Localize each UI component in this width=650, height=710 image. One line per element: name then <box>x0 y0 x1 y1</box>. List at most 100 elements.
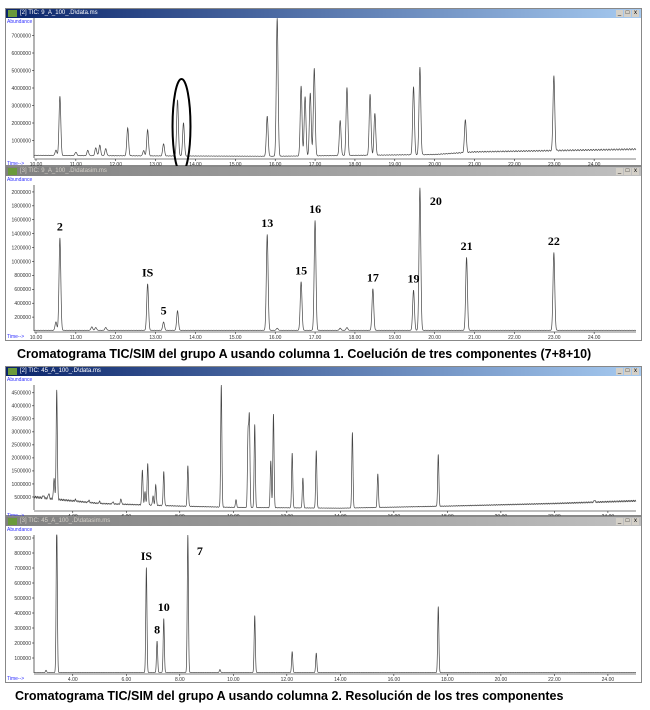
x-tick-label: 22.00 <box>508 335 521 341</box>
window-title-bar[interactable]: [3] TIC: 9_A_100_.D\datasim.ms _ □ x <box>6 167 641 176</box>
y-tick-label: 1500000 <box>12 469 32 475</box>
x-tick-label: 15.00 <box>229 335 242 341</box>
chromatogram-trace <box>33 534 637 673</box>
x-tick-label: 20.00 <box>495 677 508 683</box>
close-button[interactable]: x <box>632 518 639 525</box>
app-icon <box>8 518 17 525</box>
x-tick-label: 12.00 <box>109 335 122 341</box>
peak-label: 21 <box>461 239 473 253</box>
peak-label: 10 <box>158 600 170 614</box>
maximize-button[interactable]: □ <box>624 518 631 525</box>
x-tick-label: 16.00 <box>388 677 401 683</box>
peak-label: 5 <box>161 304 167 318</box>
window-title-bar[interactable]: [2] TIC: 9_A_100_.D\data.ms _ □ x <box>6 9 641 18</box>
y-tick-label: 1600000 <box>12 218 32 224</box>
peak-label: 7 <box>197 544 203 558</box>
window-title: [3] TIC: 45_A_100_.D\datasim.ms <box>20 518 111 524</box>
y-tick-label: 1400000 <box>12 231 32 237</box>
x-axis-label: Time--> <box>7 676 24 682</box>
y-tick-label: 200000 <box>14 641 31 647</box>
window-title-bar[interactable]: [3] TIC: 45_A_100_.D\datasim.ms _ □ x <box>6 517 641 526</box>
minimize-button[interactable]: _ <box>616 518 623 525</box>
y-tick-label: 800000 <box>14 273 31 279</box>
x-tick-label: 24.00 <box>602 677 615 683</box>
x-tick-label: 19.00 <box>389 335 402 341</box>
minimize-button[interactable]: _ <box>616 168 623 175</box>
x-tick-label: 24.00 <box>588 162 601 168</box>
x-tick-label: 12.00 <box>109 162 122 168</box>
x-tick-label: 10.00 <box>227 677 240 683</box>
chromatogram-plot: Abundance Time--> 100000 200000 300000 400000… <box>7 527 637 683</box>
peak-label: 19 <box>408 272 420 286</box>
y-tick-label: 1000000 <box>12 482 32 488</box>
app-icon <box>8 368 17 375</box>
y-tick-label: 4000000 <box>12 404 32 410</box>
chromatogram-window-1[interactable]: [2] TIC: 9_A_100_.D\data.ms _ □ x Abundance T… <box>5 8 642 174</box>
chromatogram-window-3[interactable]: [2] TIC: 45_A_100_.D\data.ms _ □ x Abundance… <box>5 366 642 520</box>
minimize-button[interactable]: _ <box>616 10 623 17</box>
peak-label: 2 <box>57 220 63 234</box>
y-tick-label: 200000 <box>14 315 31 321</box>
maximize-button[interactable]: □ <box>624 168 631 175</box>
x-tick-label: 16.00 <box>269 162 282 168</box>
x-tick-label: 21.00 <box>468 335 481 341</box>
maximize-button[interactable]: □ <box>624 10 631 17</box>
y-tick-label: 400000 <box>14 611 31 617</box>
chromatogram-window-4[interactable]: [3] TIC: 45_A_100_.D\datasim.ms _ □ x Abunda… <box>5 516 642 683</box>
peak-label: 17 <box>367 270 379 284</box>
chromatogram-plot: Abundance Time--> 200000 400000 600000 800000… <box>7 177 637 341</box>
app-icon <box>8 168 17 175</box>
x-tick-label: 21.00 <box>468 162 481 168</box>
chromatogram-window-2[interactable]: [3] TIC: 9_A_100_.D\datasim.ms _ □ x Abundan… <box>5 166 642 341</box>
x-tick-label: 22.00 <box>508 162 521 168</box>
peak-label: 16 <box>309 202 321 216</box>
close-button[interactable]: x <box>632 368 639 375</box>
x-tick-label: 19.00 <box>389 162 402 168</box>
x-axis-label: Time--> <box>7 161 24 167</box>
window-title: [2] TIC: 9_A_100_.D\data.ms <box>20 10 98 16</box>
y-tick-label: 3000000 <box>12 103 32 109</box>
x-tick-label: 6.00 <box>121 677 131 683</box>
x-tick-label: 17.00 <box>309 335 322 341</box>
y-tick-label: 3500000 <box>12 417 32 423</box>
y-tick-label: 800000 <box>14 551 31 557</box>
maximize-button[interactable]: □ <box>624 368 631 375</box>
x-tick-label: 23.00 <box>548 162 561 168</box>
x-tick-label: 14.00 <box>189 335 202 341</box>
y-axis-label: Abundance <box>7 527 33 533</box>
y-tick-label: 900000 <box>14 536 31 542</box>
x-tick-label: 17.00 <box>309 162 322 168</box>
y-tick-label: 5000000 <box>12 68 32 74</box>
y-axis-label: Abundance <box>7 377 33 383</box>
chromatogram-trace <box>33 187 637 331</box>
x-tick-label: 13.00 <box>149 162 162 168</box>
y-tick-label: 1000000 <box>12 259 32 265</box>
x-tick-label: 8.00 <box>175 677 185 683</box>
x-tick-label: 12.00 <box>281 677 294 683</box>
x-tick-label: 14.00 <box>334 677 347 683</box>
x-tick-label: 15.00 <box>229 162 242 168</box>
y-tick-label: 6000000 <box>12 51 32 57</box>
y-axis-label: Abundance <box>7 177 33 183</box>
x-tick-label: 23.00 <box>548 335 561 341</box>
y-tick-label: 500000 <box>14 495 31 501</box>
y-tick-label: 2000000 <box>12 190 32 196</box>
minimize-button[interactable]: _ <box>616 368 623 375</box>
peak-label: IS <box>142 265 154 279</box>
x-tick-label: 13.00 <box>149 335 162 341</box>
y-tick-label: 2000000 <box>12 456 32 462</box>
y-tick-label: 400000 <box>14 301 31 307</box>
x-tick-label: 11.00 <box>70 162 82 168</box>
y-tick-label: 1200000 <box>12 245 32 251</box>
x-tick-label: 24.00 <box>588 335 601 341</box>
y-tick-label: 100000 <box>14 656 31 662</box>
x-tick-label: 18.00 <box>349 162 362 168</box>
chromatogram-trace <box>33 18 637 157</box>
close-button[interactable]: x <box>632 10 639 17</box>
window-title: [3] TIC: 9_A_100_.D\datasim.ms <box>20 168 107 174</box>
app-icon <box>8 10 17 17</box>
y-tick-label: 700000 <box>14 566 31 572</box>
x-tick-label: 14.00 <box>189 162 202 168</box>
close-button[interactable]: x <box>632 168 639 175</box>
window-title-bar[interactable]: [2] TIC: 45_A_100_.D\data.ms _ □ x <box>6 367 641 376</box>
